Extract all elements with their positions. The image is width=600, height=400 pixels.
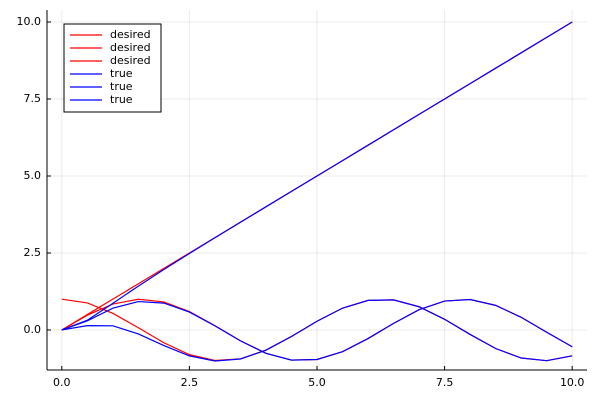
legend-label: true <box>110 80 133 93</box>
legend-label: desired <box>110 54 151 67</box>
legend-label: desired <box>110 41 151 54</box>
legend-label: desired <box>110 28 151 41</box>
y-tick-label: 5.0 <box>24 169 42 182</box>
series-line <box>61 299 573 362</box>
y-tick-label: 0.0 <box>24 323 42 336</box>
series-line <box>61 21 573 331</box>
y-tick-label: 7.5 <box>24 92 42 105</box>
x-tick-label: 5.0 <box>308 376 326 389</box>
legend-label: true <box>110 93 133 106</box>
legend-label: true <box>110 67 133 80</box>
x-tick-label: 0.0 <box>53 376 71 389</box>
x-tick-label: 2.5 <box>181 376 199 389</box>
y-tick-label: 2.5 <box>24 246 42 259</box>
x-tick-label: 10.0 <box>560 376 585 389</box>
legend-box <box>63 23 162 113</box>
y-tick-label: 10.0 <box>17 15 42 28</box>
series-line <box>61 298 573 361</box>
x-tick-label: 7.5 <box>436 376 454 389</box>
